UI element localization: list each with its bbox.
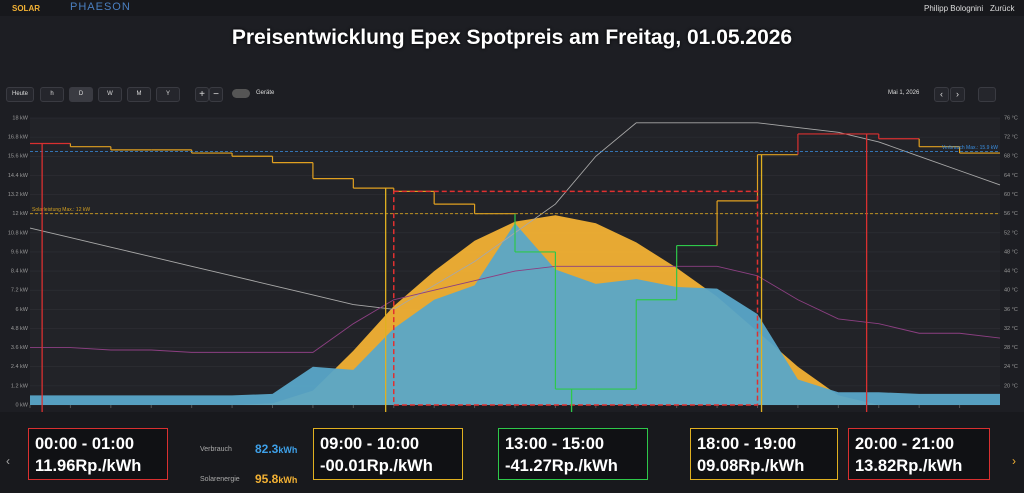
brand: PHAESON — [70, 1, 131, 13]
summary-value: 95.8kWh — [255, 472, 297, 486]
view-button[interactable]: M — [127, 87, 151, 102]
y-tick-label: 10.8 kW — [8, 230, 29, 236]
y2-tick-label: 72 °C — [1004, 135, 1018, 141]
annotation-price: 13.82Rp./kWh — [855, 457, 963, 475]
y-tick-label: 16.8 kW — [8, 135, 29, 141]
summary-number: 82.3 — [255, 442, 279, 456]
toggle-label: Geräte — [256, 90, 275, 96]
y2-tick-label: 44 °C — [1004, 269, 1018, 275]
y-tick-label: 2.4 kW — [11, 364, 29, 370]
zoom-button[interactable]: + — [195, 87, 209, 102]
back-link[interactable]: Zurück — [990, 4, 1015, 13]
annotation-time: 13:00 - 15:00 — [505, 435, 605, 453]
y-tick-label: 15.6 kW — [8, 154, 29, 160]
nav-button[interactable]: ‹ — [934, 87, 949, 102]
view-button[interactable]: W — [98, 87, 122, 102]
y-tick-label: 12 kW — [12, 211, 28, 217]
y2-tick-label: 64 °C — [1004, 173, 1018, 179]
date[interactable]: Mai 1, 2026 — [888, 90, 920, 96]
summary-label: Solarenergie — [200, 476, 240, 483]
bottom-panel: 00:00 - 01:00 11.96Rp./kWh 09:00 - 10:00 -0… — [0, 412, 1024, 493]
y2-tick-label: 40 °C — [1004, 288, 1018, 294]
page-arrow[interactable]: ‹ — [6, 454, 10, 468]
summary-item: Verbrauch 82.3kWh — [200, 442, 297, 456]
y-tick-label: 7.2 kW — [11, 288, 29, 294]
y2-tick-label: 48 °C — [1004, 249, 1018, 255]
y-tick-label: 1.2 kW — [11, 383, 29, 389]
annotation-box: 00:00 - 01:00 11.96Rp./kWh — [28, 428, 168, 480]
y-tick-label: 6 kW — [15, 307, 28, 313]
view-button[interactable]: h — [40, 87, 64, 102]
annotation-price: 11.96Rp./kWh — [35, 457, 142, 475]
y-tick-label: 4.8 kW — [11, 326, 29, 332]
y2-tick-label: 36 °C — [1004, 307, 1018, 313]
summary-label: Verbrauch — [200, 446, 232, 453]
y2-tick-label: 60 °C — [1004, 192, 1018, 198]
y-tick-label: 8.4 kW — [11, 269, 29, 275]
view-button[interactable]: D — [69, 87, 93, 102]
y-tick-label: 9.6 kW — [11, 249, 29, 255]
y2-tick-label: 32 °C — [1004, 326, 1018, 332]
view-button[interactable]: Y — [156, 87, 180, 102]
logo: SOLAR — [12, 4, 40, 13]
y2-tick-label: 24 °C — [1004, 364, 1018, 370]
annotation-box: 09:00 - 10:00 -00.01Rp./kWh — [313, 428, 463, 480]
annotation-box: 18:00 - 19:00 09.08Rp./kWh — [690, 428, 838, 480]
y2-tick-label: 28 °C — [1004, 345, 1018, 351]
annotation-box: 13:00 - 15:00 -41.27Rp./kWh — [498, 428, 648, 480]
annotation-time: 18:00 - 19:00 — [697, 435, 797, 453]
y2-tick-label: 76 °C — [1004, 115, 1018, 121]
y2-tick-label: 68 °C — [1004, 154, 1018, 160]
reference-label: Verbrauch Max.: 15.9 kW — [942, 145, 998, 151]
summary-unit: kWh — [278, 445, 298, 455]
annotation-price: -00.01Rp./kWh — [320, 457, 433, 475]
reference-label: Solarleistung Max.: 12 kW — [32, 207, 90, 213]
y-tick-label: 13.2 kW — [8, 192, 29, 198]
annotation-price: 09.08Rp./kWh — [697, 457, 805, 475]
y2-tick-label: 52 °C — [1004, 230, 1018, 236]
y-tick-label: 3.6 kW — [11, 345, 29, 351]
toolbar: Heute h D W M Y + − Geräte Mai 1, 2026 ‹ › — [0, 84, 1024, 104]
y-tick-label: 18 kW — [12, 115, 28, 121]
summary-item: Solarenergie 95.8kWh — [200, 472, 297, 486]
annotation-time: 20:00 - 21:00 — [855, 435, 955, 453]
summary-value: 82.3kWh — [255, 442, 297, 456]
user[interactable]: Philipp Bolognini — [924, 4, 984, 13]
view-button[interactable]: Heute — [6, 87, 34, 102]
summary-unit: kWh — [278, 475, 298, 485]
top-bar: SOLAR PHAESON Philipp Bolognini Zurück — [0, 0, 1024, 16]
annotation-price: -41.27Rp./kWh — [505, 457, 618, 475]
annotation-time: 09:00 - 10:00 — [320, 435, 420, 453]
page-arrow[interactable]: › — [1012, 454, 1016, 468]
y-tick-label: 0 kW — [15, 402, 28, 408]
toggle[interactable] — [232, 89, 250, 98]
y2-tick-label: 20 °C — [1004, 383, 1018, 389]
annotation-box: 20:00 - 21:00 13.82Rp./kWh — [848, 428, 990, 480]
summary-number: 95.8 — [255, 472, 279, 486]
annotation-time: 00:00 - 01:00 — [35, 435, 135, 453]
line — [30, 265, 1001, 353]
y-tick-label: 14.4 kW — [8, 173, 29, 179]
zoom-button[interactable]: − — [209, 87, 223, 102]
settings-button[interactable] — [978, 87, 996, 102]
y2-tick-label: 56 °C — [1004, 211, 1018, 217]
nav-button[interactable]: › — [950, 87, 965, 102]
title: Preisentwicklung Epex Spotpreis am Freit… — [231, 26, 793, 49]
